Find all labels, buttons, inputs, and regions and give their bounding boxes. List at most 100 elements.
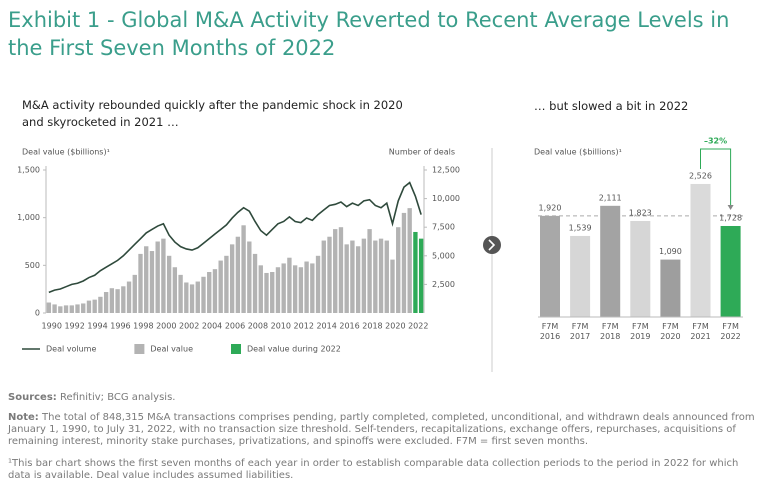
bar: [270, 272, 275, 313]
y2-axis-label: Number of deals: [389, 148, 455, 157]
y-tick-label: 500: [25, 261, 40, 270]
bar: [161, 238, 166, 313]
arrow-icon: [483, 236, 501, 254]
bar: [540, 215, 560, 317]
legend-label: Deal value: [150, 345, 193, 354]
x-tick-label: 2012: [294, 322, 314, 331]
bar: [229, 244, 235, 313]
y2-tick-label: 12,500: [432, 166, 460, 175]
bar: [384, 240, 389, 313]
x-tick-label: F7M 2020: [660, 322, 681, 341]
line: [48, 181, 422, 294]
bar: [63, 305, 69, 313]
bar: [121, 286, 126, 313]
bar: [600, 205, 621, 317]
bar: [235, 236, 241, 313]
x-tick-label: 1992: [64, 322, 84, 331]
bar: [178, 274, 183, 313]
bar: [275, 267, 281, 313]
bar: [407, 208, 412, 313]
bar: [418, 238, 424, 313]
bar: [401, 212, 407, 313]
note: Note: The total of 848,315 M&A transacti…: [8, 412, 760, 448]
bar: [630, 220, 651, 317]
bar: [224, 255, 229, 313]
bar: [189, 284, 195, 313]
bar: [333, 229, 338, 313]
x-tick-label: 2008: [248, 322, 268, 331]
y-axis-label: Deal value ($billions)¹: [534, 148, 622, 157]
x-tick-label: 2006: [225, 322, 245, 331]
value-label: 1,539: [569, 223, 592, 232]
legend-icon: [231, 344, 241, 354]
bar: [109, 288, 115, 313]
bar: [52, 304, 57, 313]
x-tick-label: 1990: [42, 322, 62, 331]
bar: [570, 235, 591, 317]
bar: [396, 227, 401, 313]
bar: [287, 257, 292, 313]
bar: [361, 238, 367, 313]
bar: [126, 281, 132, 313]
value-label: 1,090: [659, 247, 682, 256]
bar: [247, 241, 252, 313]
bar: [413, 231, 418, 313]
bar: [218, 260, 223, 313]
sources-text: Refinitiv; BCG analysis.: [59, 392, 176, 403]
footnote: ¹This bar chart shows the first seven mo…: [8, 458, 739, 481]
bar: [344, 244, 349, 313]
value-label: 1,920: [539, 203, 562, 212]
x-tick-label: F7M 2019: [630, 322, 651, 341]
bar: [315, 255, 321, 313]
bar: [98, 296, 103, 313]
bar: [373, 240, 378, 313]
value-label: 2,526: [689, 171, 712, 180]
bar: [327, 236, 332, 313]
y2-tick-label: 10,000: [432, 194, 460, 203]
bar: [138, 253, 143, 313]
y-tick-label: 0: [35, 309, 40, 318]
bar: [660, 259, 681, 317]
x-tick-label: F7M 2022: [720, 322, 741, 341]
y2-tick-label: 2,500: [432, 280, 455, 289]
x-tick-label: 2016: [339, 322, 359, 331]
bar: [292, 265, 298, 313]
bar: [195, 281, 200, 313]
bar: [86, 300, 92, 313]
bar: [103, 292, 109, 313]
right-subtitle: … but slowed a bit in 2022: [534, 99, 689, 113]
bar: [367, 229, 372, 313]
y-tick-label: 1,500: [17, 166, 40, 175]
x-tick-label: 2002: [179, 322, 199, 331]
bar: [46, 302, 52, 313]
bar: [310, 263, 315, 313]
bar: [390, 259, 395, 313]
y2-tick-label: 5,000: [432, 251, 455, 260]
bar: [298, 267, 304, 313]
x-tick-label: 1998: [133, 322, 153, 331]
bar: [144, 246, 149, 313]
bar: [355, 246, 361, 313]
bar: [281, 263, 286, 313]
x-tick-label: F7M 2017: [569, 322, 591, 341]
sources-label: Sources:: [8, 392, 57, 403]
bar: [321, 240, 326, 313]
bar: [92, 299, 97, 313]
left-subtitle: M&A activity rebounded quickly after the…: [22, 98, 403, 129]
bar: [149, 251, 155, 313]
x-tick-label: 2022: [408, 322, 428, 331]
bar: [378, 238, 384, 313]
bar: [184, 282, 189, 313]
bar: [69, 305, 74, 313]
x-tick-label: F7M 2021: [690, 322, 711, 341]
bar: [81, 303, 86, 313]
change-bracket: [700, 148, 732, 208]
bar: [75, 304, 80, 313]
bar: [166, 255, 172, 313]
x-tick-label: F7M 2018: [600, 322, 621, 341]
x-tick-label: 2020: [385, 322, 405, 331]
x-tick-label: 2018: [362, 322, 382, 331]
bar: [172, 267, 178, 313]
